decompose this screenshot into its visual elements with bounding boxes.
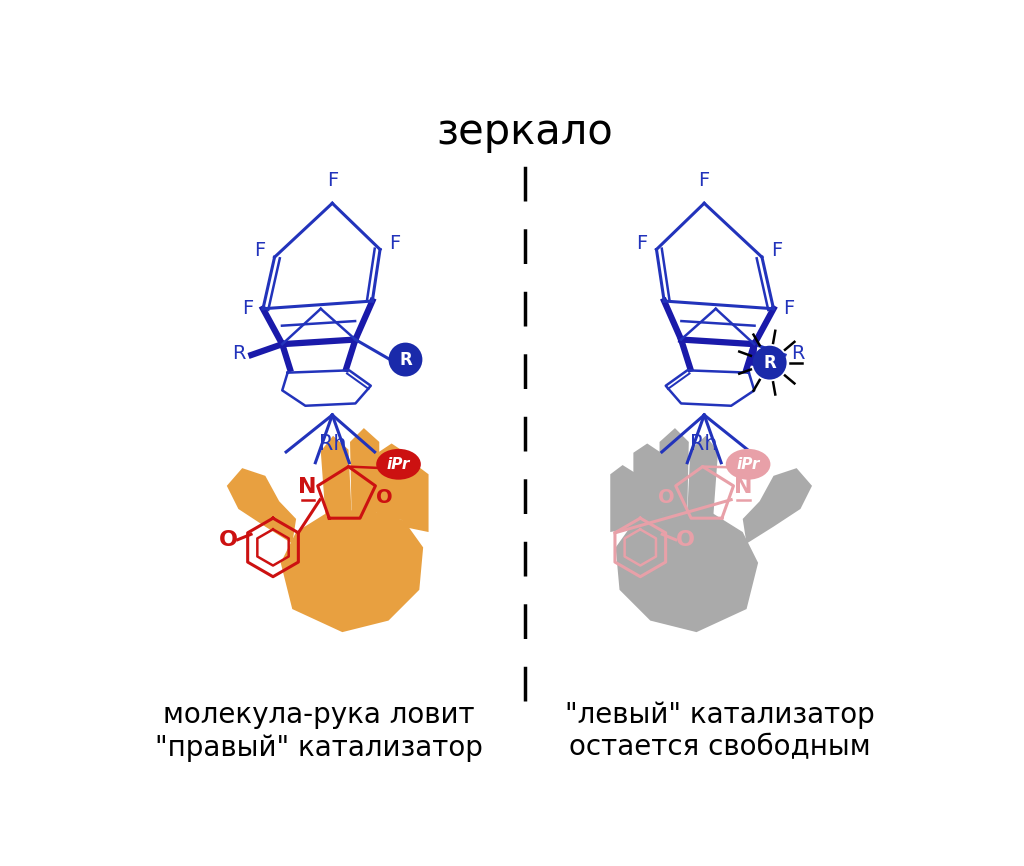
- Polygon shape: [615, 509, 758, 632]
- Polygon shape: [742, 469, 812, 544]
- Text: F: F: [243, 300, 254, 318]
- Ellipse shape: [726, 449, 770, 480]
- Polygon shape: [377, 443, 406, 520]
- Text: R: R: [231, 344, 246, 363]
- Polygon shape: [402, 465, 429, 532]
- Polygon shape: [687, 436, 718, 514]
- Text: R: R: [763, 353, 776, 372]
- Text: O: O: [676, 530, 694, 550]
- Polygon shape: [350, 428, 379, 513]
- Text: F: F: [327, 171, 338, 191]
- Text: R: R: [399, 351, 412, 369]
- Text: O: O: [219, 530, 238, 550]
- Text: F: F: [782, 300, 794, 318]
- Text: F: F: [636, 234, 647, 253]
- Polygon shape: [226, 469, 296, 544]
- Polygon shape: [281, 509, 423, 632]
- Text: Rh: Rh: [318, 434, 346, 455]
- Text: F: F: [771, 242, 782, 261]
- Text: "левый" катализатор: "левый" катализатор: [564, 701, 874, 729]
- Text: O: O: [377, 488, 393, 507]
- Text: Rh: Rh: [690, 434, 718, 455]
- Text: F: F: [389, 234, 400, 253]
- Text: F: F: [254, 242, 265, 261]
- Text: F: F: [698, 171, 710, 191]
- Polygon shape: [659, 428, 689, 513]
- Text: остается свободным: остается свободным: [568, 734, 870, 761]
- Text: молекула-рука ловит: молекула-рука ловит: [164, 701, 475, 729]
- Text: зеркало: зеркало: [436, 111, 613, 152]
- Circle shape: [388, 343, 422, 377]
- Text: iPr: iPr: [736, 456, 760, 472]
- Text: O: O: [658, 488, 675, 507]
- Text: N: N: [298, 477, 316, 497]
- Text: iPr: iPr: [387, 456, 411, 472]
- Text: N: N: [734, 477, 753, 497]
- Ellipse shape: [376, 449, 421, 480]
- Polygon shape: [321, 436, 351, 514]
- Text: R: R: [792, 344, 805, 363]
- Circle shape: [753, 346, 786, 379]
- Polygon shape: [610, 465, 637, 532]
- Text: "правый" катализатор: "правый" катализатор: [156, 734, 483, 761]
- Polygon shape: [634, 443, 662, 520]
